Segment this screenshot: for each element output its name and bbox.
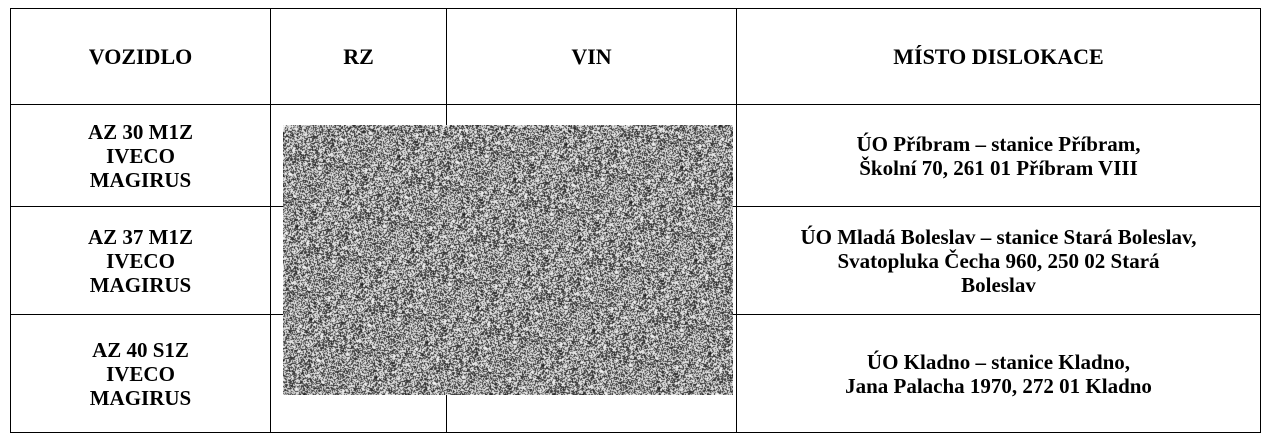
cell-vozidlo: AZ 30 M1Z IVECO MAGIRUS xyxy=(10,104,271,207)
cell-misto-dislokace: ÚO Kladno – stanice Kladno, Jana Palacha… xyxy=(736,314,1261,433)
cell-vozidlo: AZ 37 M1Z IVECO MAGIRUS xyxy=(10,206,271,315)
header-vin: VIN xyxy=(446,8,737,105)
table-header-row: VOZIDLO RZ VIN MÍSTO DISLOKACE xyxy=(10,8,1261,105)
cell-misto-dislokace: ÚO Příbram – stanice Příbram, Školní 70,… xyxy=(736,104,1261,207)
header-rz: RZ xyxy=(270,8,447,105)
noise-redaction-icon xyxy=(283,125,733,395)
header-misto-dislokace: MÍSTO DISLOKACE xyxy=(736,8,1261,105)
header-vozidlo: VOZIDLO xyxy=(10,8,271,105)
cell-misto-dislokace: ÚO Mladá Boleslav – stanice Stará Bolesl… xyxy=(736,206,1261,315)
cell-vozidlo: AZ 40 S1Z IVECO MAGIRUS xyxy=(10,314,271,433)
